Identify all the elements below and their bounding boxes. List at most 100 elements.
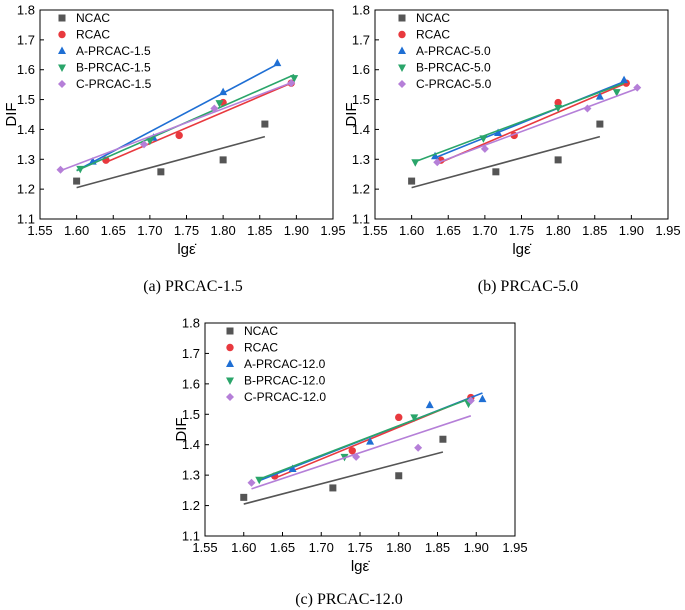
legend-marker — [58, 14, 66, 22]
x-tick-label: 1.65 — [436, 223, 461, 238]
x-tick-label: 1.80 — [210, 223, 235, 238]
x-tick-label: 1.90 — [464, 540, 489, 555]
y-tick-label: 1.3 — [17, 152, 35, 167]
data-point-b-prcac-12-0 — [255, 476, 264, 485]
y-tick-label: 1.4 — [352, 122, 370, 137]
legend-label: B-PRCAC-5.0 — [416, 61, 491, 75]
legend-marker — [226, 327, 234, 335]
x-tick-label: 1.95 — [655, 223, 680, 238]
data-point-c-prcac-5-0 — [480, 144, 489, 153]
x-tick-label: 1.60 — [231, 540, 256, 555]
data-point-ncac — [219, 156, 227, 164]
y-tick-label: 1.2 — [17, 182, 35, 197]
legend-marker — [398, 80, 406, 88]
legend-label: C-PRCAC-5.0 — [416, 77, 492, 91]
legend-label: C-PRCAC-12.0 — [244, 390, 326, 404]
data-point-b-prcac-1-5 — [145, 137, 154, 146]
fit-line-a-prcac-1-5 — [76, 63, 278, 172]
data-point-ncac — [408, 177, 416, 185]
y-tick-label: 1.2 — [352, 182, 370, 197]
y-tick-label: 1.6 — [17, 62, 35, 77]
y-tick-label: 1.8 — [182, 316, 200, 331]
data-point-c-prcac-12-0 — [414, 443, 423, 452]
y-tick-label: 1.4 — [182, 437, 200, 452]
x-tick-label: 1.65 — [101, 223, 126, 238]
data-point-b-prcac-5-0 — [554, 104, 563, 113]
y-tick-label: 1.3 — [182, 468, 200, 483]
x-tick-label: 1.90 — [619, 223, 644, 238]
data-point-rcac — [348, 447, 356, 455]
y-tick-label: 1.8 — [17, 3, 35, 18]
legend-marker — [398, 30, 406, 39]
x-tick-label: 1.85 — [425, 540, 450, 555]
data-point-a-prcac-12-0 — [288, 464, 297, 473]
data-point-c-prcac-1-5 — [210, 104, 219, 113]
data-point-ncac — [492, 168, 500, 176]
data-point-a-prcac-5-0 — [494, 128, 503, 137]
y-tick-label: 1.4 — [17, 122, 35, 137]
x-tick-label: 1.95 — [320, 223, 345, 238]
y-tick-label: 1.3 — [352, 152, 370, 167]
chart-panel-c: 1.55 1.60 1.65 1.70 1.75 1.80 1.85 1.90 1.95 1.1 1… — [173, 316, 528, 576]
data-point-b-prcac-1-5 — [76, 165, 85, 174]
y-tick-label: 1.1 — [352, 212, 370, 227]
fit-line-ncac — [411, 135, 601, 189]
data-point-a-prcac-5-0 — [595, 92, 604, 100]
x-tick-label: 1.65 — [270, 540, 295, 555]
data-point-ncac — [596, 120, 604, 128]
data-point-ncac — [261, 120, 269, 128]
legend-marker — [398, 46, 406, 54]
legend-label: C-PRCAC-1.5 — [76, 77, 152, 91]
x-tick-label: 1.75 — [347, 540, 372, 555]
data-point-b-prcac-5-0 — [479, 135, 488, 143]
x-axis-label: lgε̇ — [512, 241, 531, 258]
x-tick-label: 1.55 — [192, 540, 217, 555]
data-point-c-prcac-5-0 — [583, 104, 592, 113]
legend-marker — [58, 30, 66, 39]
x-tick-label: 1.80 — [545, 223, 570, 238]
x-tick-label: 1.55 — [362, 223, 387, 238]
y-tick-label: 1.5 — [352, 92, 370, 107]
fit-line-ncac — [76, 135, 266, 189]
y-tick-label: 1.7 — [352, 32, 370, 47]
legend-label: NCAC — [76, 11, 110, 25]
x-tick-label: 1.85 — [582, 223, 607, 238]
x-tick-label: 1.70 — [137, 223, 162, 238]
fit-line-c-prcac-1-5 — [60, 80, 295, 172]
y-tick-label: 1.5 — [182, 407, 200, 422]
chart-panel-a: 1.55 1.60 1.65 1.70 1.75 1.80 1.85 1.90 1.95 1.1 1… — [3, 3, 346, 259]
plot-frame — [204, 322, 516, 537]
y-tick-label: 1.5 — [17, 92, 35, 107]
data-point-rcac — [175, 131, 183, 140]
data-point-c-prcac-5-0 — [433, 158, 442, 167]
data-point-b-prcac-5-0 — [612, 89, 621, 97]
data-point-a-prcac-5-0 — [620, 75, 629, 84]
data-point-c-prcac-1-5 — [287, 79, 296, 88]
legend-marker — [226, 377, 234, 385]
legend-marker — [58, 64, 66, 72]
legend-label: B-PRCAC-1.5 — [76, 61, 151, 75]
x-tick-label: 1.70 — [309, 540, 334, 555]
x-tick-label: 1.90 — [284, 223, 309, 238]
data-point-b-prcac-1-5 — [290, 75, 299, 83]
data-point-a-prcac-1-5 — [219, 87, 228, 96]
data-point-c-prcac-12-0 — [352, 452, 361, 461]
fit-line-b-prcac-12-0 — [257, 398, 469, 481]
y-tick-label: 1.1 — [182, 529, 200, 544]
fit-line-rcac — [440, 82, 627, 164]
x-axis-label: lgε̇ — [177, 241, 196, 258]
caption-a: (a) PRCAC-1.5 — [143, 278, 243, 295]
legend-label: B-PRCAC-12.0 — [244, 374, 326, 388]
x-tick-label: 1.55 — [27, 223, 52, 238]
legend-marker — [226, 359, 234, 367]
legend-label: RCAC — [76, 28, 110, 42]
legend-marker — [226, 343, 234, 352]
data-point-a-prcac-1-5 — [273, 58, 282, 67]
x-tick-label: 1.75 — [509, 223, 534, 238]
data-point-ncac — [395, 472, 403, 480]
x-tick-label: 1.60 — [399, 223, 424, 238]
legend-label: RCAC — [416, 28, 450, 42]
x-tick-label: 1.80 — [386, 540, 411, 555]
y-axis-label: DIF — [173, 417, 190, 441]
